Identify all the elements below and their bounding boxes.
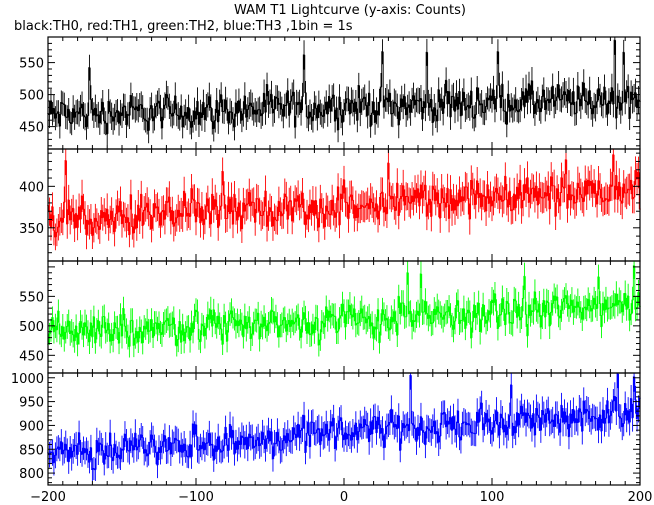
y-ticks: 450 500 550	[19, 260, 640, 374]
y-tick-label: 550	[19, 57, 44, 72]
x-tick-label: 200	[628, 490, 653, 505]
x-tick-label: −100	[178, 490, 214, 505]
y-tick-label: 500	[19, 89, 44, 104]
x-ticks	[47, 149, 641, 261]
x-ticks	[47, 373, 641, 485]
series-line-th0	[47, 37, 641, 146]
chart-subtitle: black:TH0, red:TH1, green:TH2, blue:TH3 …	[14, 19, 353, 34]
y-tick-label: 900	[19, 419, 44, 434]
series-line-th1	[47, 149, 641, 251]
series-line-th3	[47, 373, 641, 482]
x-tick-label: 0	[340, 490, 348, 505]
panel-th1: 350 400	[19, 148, 641, 262]
panel-th2: 450 500 550	[19, 260, 641, 374]
y-tick-label: 850	[19, 443, 44, 458]
y-ticks: 800 850 900 950 1000	[11, 372, 640, 484]
x-tick-label: −200	[30, 490, 66, 505]
x-ticks	[47, 37, 641, 149]
y-tick-label: 800	[19, 467, 44, 482]
y-tick-label: 550	[19, 290, 44, 305]
x-axis: −200 −100 0 100 200	[30, 490, 652, 505]
chart-title: WAM T1 Lightcurve (y-axis: Counts)	[234, 3, 466, 18]
y-ticks: 450 500 550	[19, 36, 640, 147]
y-tick-label: 350	[19, 222, 44, 237]
y-tick-label: 1000	[11, 372, 44, 387]
x-tick-label: 100	[480, 490, 505, 505]
y-tick-label: 500	[19, 320, 44, 335]
y-tick-label: 450	[19, 349, 44, 364]
y-tick-label: 400	[19, 180, 44, 195]
panel-th3: 800 850 900 950 1000	[11, 372, 641, 486]
y-tick-label: 450	[19, 121, 44, 136]
y-ticks: 350 400	[19, 152, 640, 262]
y-tick-label: 950	[19, 396, 44, 411]
panels-group: 450 500 550 350 400 450 500 550 800 850 900 950 1000	[11, 36, 641, 486]
panel-th0: 450 500 550	[19, 36, 641, 150]
series-line-th2	[47, 261, 641, 358]
